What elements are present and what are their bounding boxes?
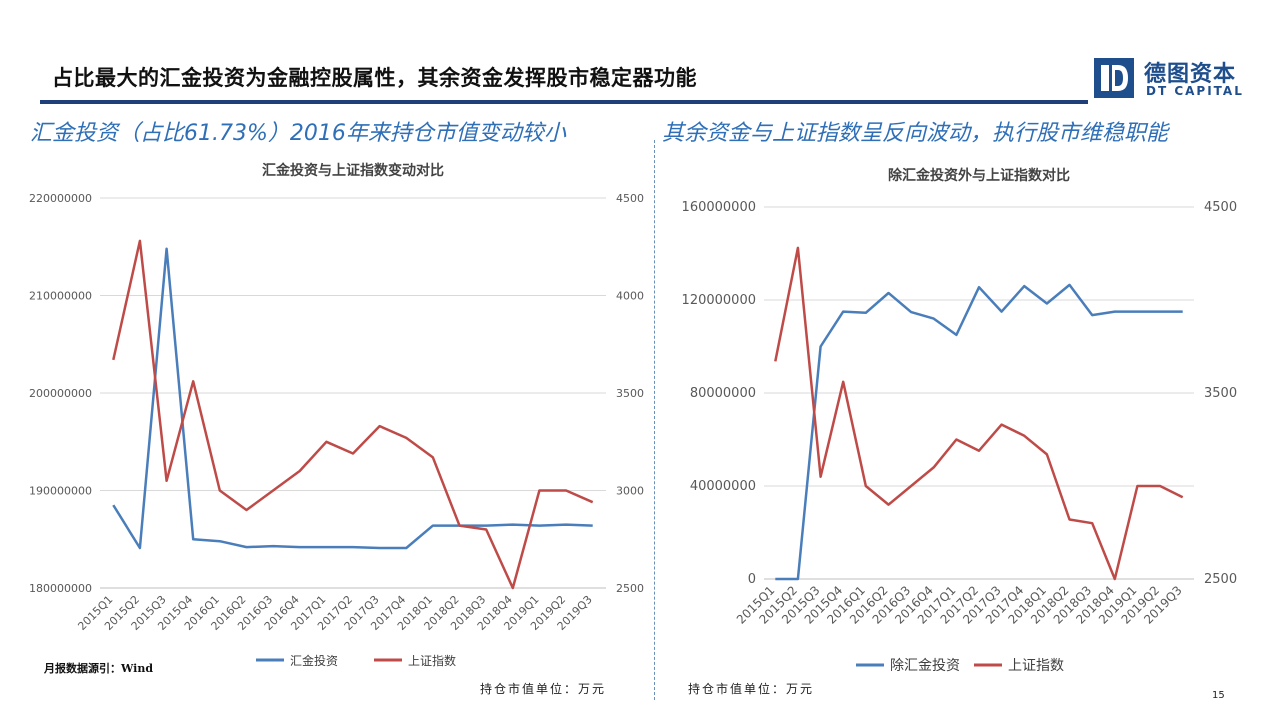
- non-huijin-vs-index-chart: 除汇金投资外与上证指数对比 0 40000000 80000000 120000000 1…: [682, 167, 1238, 674]
- title-rule: [40, 100, 1088, 104]
- series-line-除汇金投资: [775, 283, 1183, 581]
- y-right-tick-label: 3000: [616, 485, 644, 498]
- right-unit-note: 持仓市值单位：万元: [688, 682, 815, 696]
- series-line-上证指数: [112, 239, 594, 590]
- y-left-tick-label: 120000000: [682, 293, 756, 308]
- y-right-tick-label: 3500: [1204, 386, 1237, 401]
- legend-label: 上证指数: [1008, 658, 1064, 674]
- legend-label: 汇金投资: [290, 653, 338, 668]
- y-right-tick-label: 2500: [1204, 572, 1237, 587]
- y-left-tick-label: 80000000: [690, 386, 756, 401]
- huijin-vs-index-chart: 汇金投资与上证指数变动对比 180000000 190000000 200000000…: [29, 162, 644, 668]
- y-left-tick-label: 200000000: [29, 387, 92, 400]
- y-left-tick-label: 160000000: [682, 200, 756, 215]
- logo-text-en: DT CAPITAL: [1146, 84, 1244, 98]
- chart-title: 除汇金投资外与上证指数对比: [888, 167, 1070, 184]
- company-logo: 德图资本 DT CAPITAL: [1092, 56, 1252, 102]
- page-number: 15: [1212, 690, 1225, 701]
- y-right-tick-label: 2500: [616, 582, 644, 595]
- y-left-tick-label: 0: [748, 572, 756, 587]
- legend-label: 上证指数: [408, 653, 456, 668]
- legend-label: 除汇金投资: [890, 658, 960, 674]
- y-left-tick-label: 210000000: [29, 290, 92, 303]
- dt-logo-icon: [1094, 58, 1134, 98]
- source-note: 月报数据源引：Wind: [44, 662, 154, 675]
- chart-title: 汇金投资与上证指数变动对比: [262, 162, 444, 179]
- y-left-tick-label: 180000000: [29, 582, 92, 595]
- series-line-上证指数: [774, 246, 1184, 581]
- y-right-tick-label: 4500: [1204, 200, 1237, 215]
- right-subheading: 其余资金与上证指数呈反向波动，执行股市维稳职能: [662, 121, 1169, 146]
- left-unit-note: 持仓市值单位：万元: [480, 682, 607, 696]
- y-left-tick-label: 190000000: [29, 485, 92, 498]
- series-line-汇金投资: [112, 247, 593, 550]
- y-right-tick-label: 3500: [616, 387, 644, 400]
- y-right-tick-label: 4500: [616, 192, 644, 205]
- y-right-tick-label: 4000: [616, 290, 644, 303]
- logo-text-cn: 德图资本: [1144, 62, 1237, 87]
- y-left-tick-label: 220000000: [29, 192, 92, 205]
- section-divider: [654, 140, 655, 700]
- y-left-tick-label: 40000000: [690, 479, 756, 494]
- left-subheading: 汇金投资（占比61.73%）2016年来持仓市值变动较小: [30, 121, 566, 146]
- page-title: 占比最大的汇金投资为金融控股属性，其余资金发挥股市稳定器功能: [52, 66, 697, 90]
